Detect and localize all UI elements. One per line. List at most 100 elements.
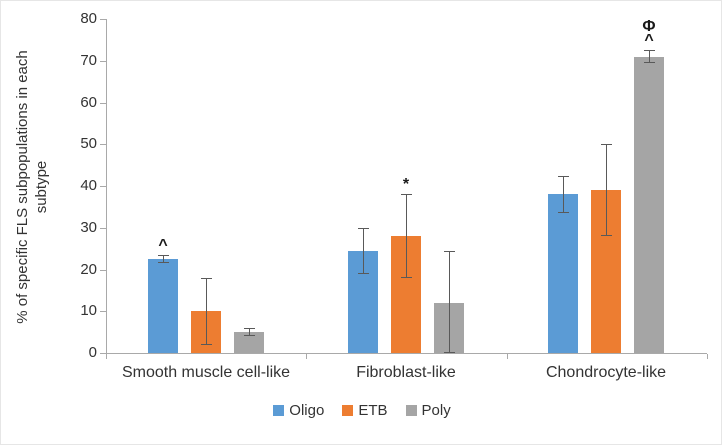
significance-marker: Φ ^: [642, 18, 656, 50]
y-axis-ticks: 0 10 20 30 40 50 60 70 80: [55, 10, 97, 361]
significance-marker: *: [402, 176, 410, 194]
error-bar: [400, 194, 412, 278]
y-tick-mark: [100, 102, 107, 104]
poly-swatch-icon: [405, 405, 417, 416]
bar-oligo-1: [148, 259, 178, 353]
error-bar-line: [405, 194, 407, 278]
y-tick-label: 30: [80, 218, 97, 236]
error-bar-cap-bottom: [443, 352, 455, 353]
bar-poly-1: [234, 332, 264, 353]
y-tick-mark: [100, 186, 107, 187]
x-tick-mark: [506, 354, 508, 359]
error-bar-line: [162, 254, 164, 264]
category-label: Smooth muscle cell-like: [121, 364, 291, 381]
y-tick-label: 40: [80, 177, 97, 194]
legend: Oligo ETB Poly: [1, 402, 721, 419]
error-bar-cap-top: [557, 175, 569, 177]
bar-group: Φ ^: [548, 19, 664, 353]
category-label: Chondrocyte-like: [545, 364, 667, 381]
plot-area: ^ * Φ ^: [106, 19, 706, 353]
error-bar-cap-top: [600, 144, 612, 146]
error-bar-cap-top: [357, 227, 369, 229]
legend-item: Poly: [405, 402, 451, 419]
bar-group: *: [348, 19, 464, 353]
bar-slot: [548, 19, 578, 353]
legend-label: Oligo: [289, 402, 325, 419]
category-label: Fibroblast-like: [356, 364, 456, 381]
y-tick-label: 60: [80, 93, 97, 111]
x-axis-line: [106, 353, 707, 354]
error-bar: [557, 175, 569, 214]
legend-item: ETB: [342, 402, 388, 419]
x-axis-tickmarks: [106, 354, 708, 359]
oligo-swatch-icon: [273, 405, 285, 416]
bar-slot: *: [391, 19, 421, 353]
error-bar: [443, 250, 455, 353]
error-bar-cap-bottom: [157, 262, 169, 264]
error-bar-line: [605, 144, 607, 237]
y-tick-label: 50: [80, 135, 97, 153]
error-bar: [600, 144, 612, 237]
error-bar-cap-top: [157, 254, 169, 256]
y-tick-mark: [100, 311, 107, 313]
bar-slot: Φ ^: [634, 19, 664, 353]
legend-label: ETB: [358, 402, 388, 419]
y-tick-label: 70: [80, 51, 97, 69]
x-axis-labels: Smooth muscle cell-like Fibroblast-like Ch…: [106, 364, 706, 382]
error-bar-cap-top: [443, 250, 455, 252]
bar-slot: [434, 19, 464, 353]
bar-oligo-3: [548, 194, 578, 353]
error-bar: [200, 277, 212, 345]
bar-poly-3: [634, 56, 664, 353]
y-axis-line: [106, 19, 107, 354]
bar-groups: ^ * Φ ^: [106, 19, 706, 353]
etb-swatch-icon: [342, 405, 354, 416]
y-axis-title: % of specific FLS subpopulations in each…: [14, 50, 50, 324]
y-tick-mark: [100, 269, 107, 271]
error-bar-line: [205, 277, 207, 345]
legend-item: Oligo: [273, 402, 324, 419]
error-bar-cap-top: [400, 194, 412, 196]
bar-slot: [591, 19, 621, 353]
error-bar-cap-bottom: [643, 61, 655, 63]
error-bar-line: [362, 227, 364, 274]
error-bar-cap-bottom: [600, 235, 612, 237]
bar-slot: [234, 19, 264, 353]
error-bar-cap-bottom: [243, 335, 255, 337]
error-bar: [243, 327, 255, 337]
x-tick-mark: [306, 354, 308, 359]
error-bar-line: [648, 50, 650, 63]
error-bar: [157, 254, 169, 264]
error-bar-line: [448, 250, 450, 353]
legend-label: Poly: [421, 402, 451, 419]
x-tick-mark: [707, 354, 708, 359]
bar-slot: [191, 19, 221, 353]
error-bar-cap-top: [200, 277, 212, 279]
bar-slot: ^: [148, 19, 178, 353]
bar-slot: [348, 19, 378, 353]
error-bar: [643, 50, 655, 63]
y-tick-mark: [100, 144, 107, 146]
y-tick-mark: [100, 227, 107, 229]
error-bar-cap-bottom: [200, 343, 212, 345]
error-bar-cap-bottom: [400, 276, 412, 278]
error-bar-cap-bottom: [357, 272, 369, 274]
y-tick-label: 10: [80, 302, 97, 320]
error-bar-line: [562, 175, 564, 214]
error-bar-line: [248, 327, 250, 337]
error-bar-cap-top: [643, 50, 655, 52]
y-tick-label: 80: [80, 10, 97, 27]
y-tick-label: 20: [80, 260, 97, 278]
y-axis-tickmarks: [100, 19, 107, 354]
bar-group: ^: [148, 19, 264, 353]
y-tick-mark: [100, 19, 107, 20]
significance-marker: ^: [158, 236, 168, 254]
x-tick-mark: [106, 354, 107, 359]
y-tick-label: 0: [88, 344, 97, 361]
y-tick-mark: [100, 60, 107, 62]
error-bar: [357, 227, 369, 274]
error-bar-cap-top: [243, 327, 255, 329]
error-bar-cap-bottom: [557, 212, 569, 214]
y-tick-mark: [100, 353, 107, 354]
